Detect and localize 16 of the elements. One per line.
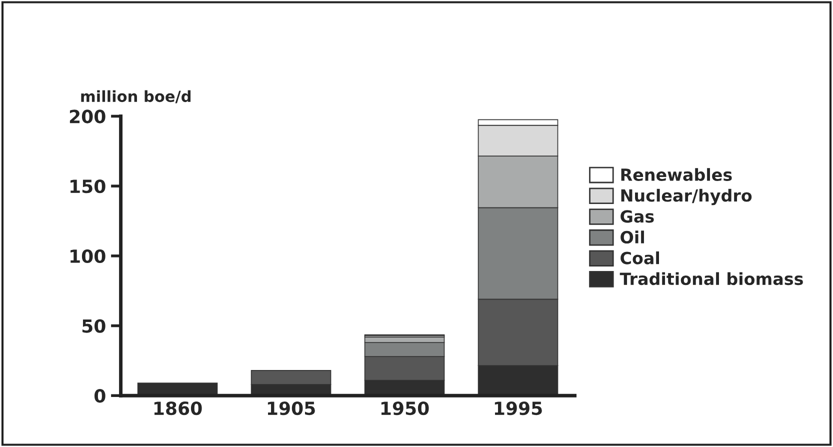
x-tick-label: 1860 bbox=[154, 401, 202, 416]
legend-label: Coal bbox=[620, 251, 660, 264]
legend-label: Gas bbox=[620, 210, 654, 223]
legend-label: Nuclear/hydro bbox=[621, 188, 752, 206]
y-tick-label: 50 bbox=[82, 319, 106, 333]
y-tick-label: 150 bbox=[70, 180, 106, 194]
x-tick-label: 1905 bbox=[268, 401, 315, 416]
x-tick-label: 1995 bbox=[494, 401, 542, 416]
legend-label: Traditional biomass bbox=[620, 272, 803, 286]
y-tick-label: 200 bbox=[70, 110, 106, 124]
y-tick-label: 0 bbox=[94, 389, 106, 403]
legend-label: Renewables bbox=[621, 168, 732, 181]
x-tick-label: 1950 bbox=[381, 401, 429, 416]
y-axis-title: million boe/d bbox=[81, 90, 191, 104]
y-tick-label: 100 bbox=[70, 249, 106, 264]
legend-label: Oil bbox=[620, 230, 644, 244]
